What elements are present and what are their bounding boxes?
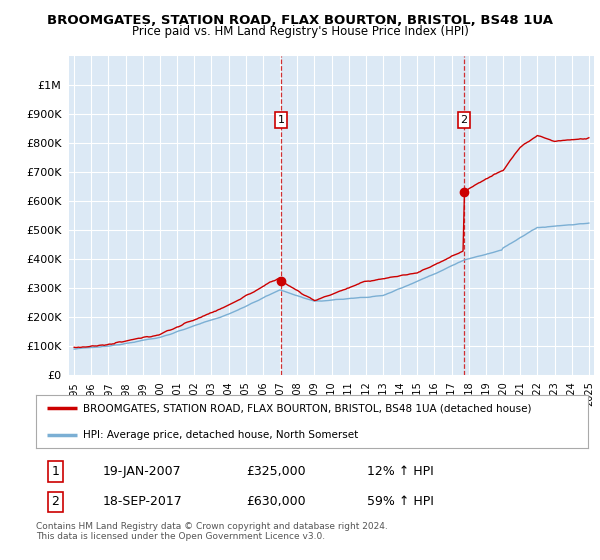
Text: £630,000: £630,000 [246,496,305,508]
Text: 2: 2 [52,496,59,508]
Text: BROOMGATES, STATION ROAD, FLAX BOURTON, BRISTOL, BS48 1UA (detached house): BROOMGATES, STATION ROAD, FLAX BOURTON, … [83,403,532,413]
Text: 18-SEP-2017: 18-SEP-2017 [102,496,182,508]
Text: Price paid vs. HM Land Registry's House Price Index (HPI): Price paid vs. HM Land Registry's House … [131,25,469,38]
Text: 2: 2 [460,115,467,125]
Text: 12% ↑ HPI: 12% ↑ HPI [367,465,434,478]
Text: BROOMGATES, STATION ROAD, FLAX BOURTON, BRISTOL, BS48 1UA: BROOMGATES, STATION ROAD, FLAX BOURTON, … [47,14,553,27]
Text: HPI: Average price, detached house, North Somerset: HPI: Average price, detached house, Nort… [83,430,358,440]
Text: 59% ↑ HPI: 59% ↑ HPI [367,496,434,508]
Text: 1: 1 [277,115,284,125]
Text: £325,000: £325,000 [246,465,305,478]
Text: 19-JAN-2007: 19-JAN-2007 [102,465,181,478]
Text: 1: 1 [52,465,59,478]
Text: Contains HM Land Registry data © Crown copyright and database right 2024.
This d: Contains HM Land Registry data © Crown c… [36,522,388,542]
